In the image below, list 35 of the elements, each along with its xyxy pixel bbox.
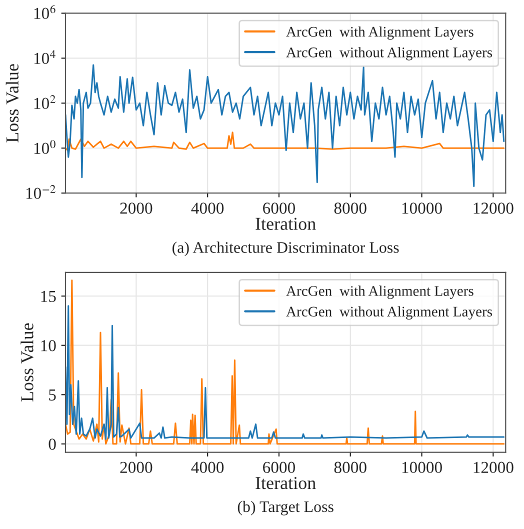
legend-label: ArcGen without Alignment Layers [286,47,492,60]
y-tick-label: 0 [48,438,56,450]
line-series [66,305,505,440]
x-tick-label: 8000 [334,462,366,474]
line-series [66,280,505,445]
legend-label: ArcGen without Alignment Layers [286,306,492,320]
text: (a) Architecture Discriminator Loss [172,242,399,256]
x-tick-label: 6000 [263,202,296,214]
x-tick-label: 12000 [474,462,514,474]
legend-label: ArcGen with Alignment Layers [286,26,474,40]
x-tick-label: 4000 [191,202,224,214]
x-tick-label: 2000 [120,462,152,474]
y-tick-label: 10$^{6}$ [34,5,56,20]
x-tick-label: 10000 [402,202,442,214]
text: (b) Target Loss [238,500,334,516]
y-tick-label: 10$^{4}$ [34,50,56,64]
y-tick-label: 10 [41,340,56,352]
line-series [66,64,505,188]
x-tick-label: 8000 [334,202,366,214]
y-tick-label: 5 [49,390,56,401]
x-tick-label: 12000 [474,202,514,214]
legend-label: ArcGen with Alignment Layers [286,286,474,299]
x-axis-title: Iteration [256,477,316,490]
x-tick-label: 2000 [120,202,152,214]
x-tick-label: 6000 [263,462,296,474]
x-tick-label: 4000 [191,462,224,474]
y-tick-label: 15 [41,290,56,302]
y-tick-label: 10$^{0}$ [34,140,56,154]
x-tick-label: 10000 [402,462,442,474]
y-tick-label: 10$^{−2}$ [26,185,56,199]
y-tick-label: 10$^{2}$ [34,95,56,110]
y-axis-title: Loss Value [6,64,19,142]
y-axis-title: Loss Value [20,323,34,402]
line-series [66,132,505,152]
x-axis-title: Iteration [256,218,316,230]
